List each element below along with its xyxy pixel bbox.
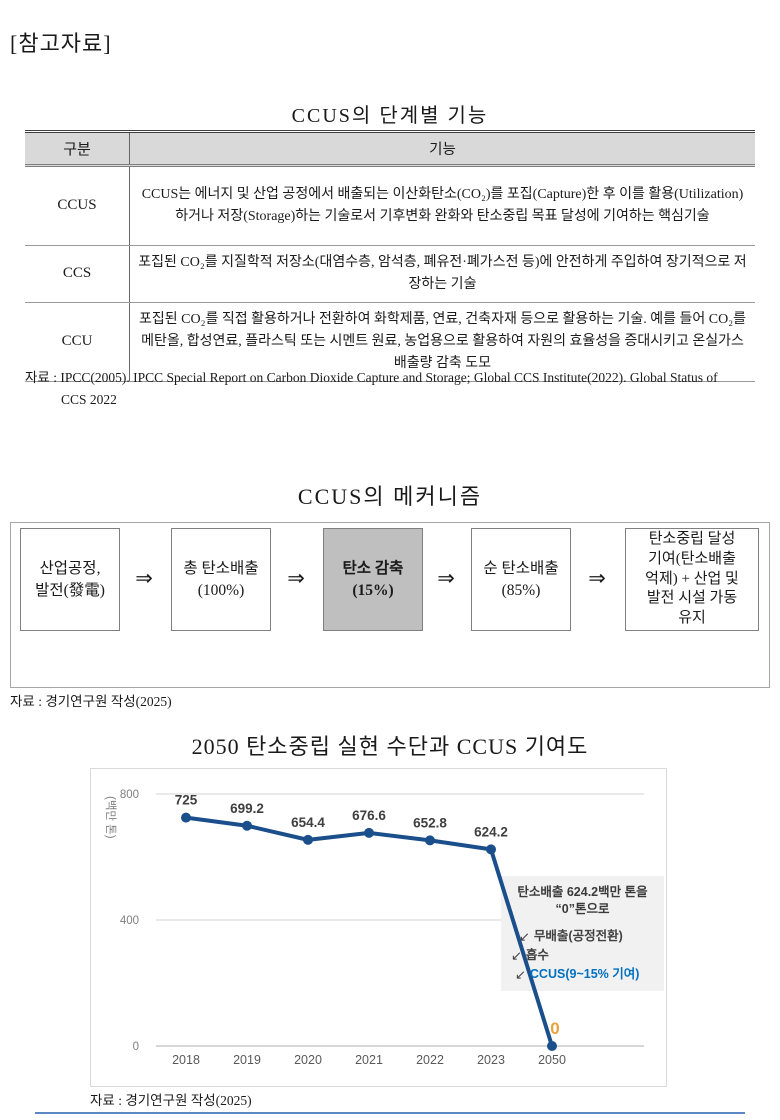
flow-box-total-emission: 총 탄소배출 (100%) [171, 528, 271, 631]
annotation-item-label: 흡수 [525, 948, 549, 962]
table-row: CCUS CCUS는 에너지 및 산업 공정에서 배출되는 이산화탄소(CO₂)… [25, 165, 755, 246]
svg-text:2018: 2018 [172, 1053, 200, 1067]
table-source-line2: CCS 2022 [61, 391, 117, 407]
mechanism-diagram: 산업공정, 발전(發電) ⇒ 총 탄소배출 (100%) ⇒ 탄소 감축 (15… [10, 522, 770, 688]
svg-text:725: 725 [175, 793, 198, 808]
right-arrow-icon: ⇒ [287, 566, 305, 590]
column-header-category: 구분 [25, 130, 130, 167]
flow-box-net-emission: 순 탄소배출 (85%) [471, 528, 571, 631]
row-label: CCS [25, 245, 130, 303]
mechanism-source: 자료 : 경기연구원 작성(2025) [10, 694, 172, 709]
row-label: CCUS [25, 165, 130, 246]
svg-text:2022: 2022 [416, 1053, 444, 1067]
flow-box-carbon-neutral: 탄소중립 달성 기여(탄소배출 억제) + 산업 및 발전 시설 가동 유지 [625, 528, 759, 631]
annotation-item-label: CCUS(9~15% 기여) [529, 967, 640, 981]
chart-title: 2050 탄소중립 실현 수단과 CCUS 기여도 [191, 734, 589, 759]
down-left-arrow-icon: ↙ [511, 948, 522, 963]
annotation-title-line2: “0”톤으로 [555, 902, 610, 916]
svg-text:699.2: 699.2 [230, 801, 264, 816]
svg-text:652.8: 652.8 [413, 815, 447, 830]
right-arrow-icon: ⇒ [135, 566, 153, 590]
y-axis-title: (백만 톤) [104, 796, 116, 839]
chart-source: 자료 : 경기연구원 작성(2025) [90, 1093, 252, 1108]
reference-label: [참고자료] [10, 31, 112, 56]
table-row: CCU 포집된 CO₂를 직접 활용하거나 전환하여 화학제품, 연료, 건축자… [25, 302, 755, 382]
row-desc: 포집된 CO₂를 직접 활용하거나 전환하여 화학제품, 연료, 건축자재 등으… [129, 302, 755, 382]
annotation-item-ccus: ↙ CCUS(9~15% 기여) [515, 965, 664, 984]
svg-text:2020: 2020 [294, 1053, 322, 1067]
svg-text:676.6: 676.6 [352, 808, 386, 823]
row-desc: CCUS는 에너지 및 산업 공정에서 배출되는 이산화탄소(CO₂)를 포집(… [129, 165, 755, 246]
down-left-arrow-icon: ↙ [519, 929, 530, 944]
annotation-item-label: 무배출(공정전환) [533, 929, 623, 943]
table-source-line1: 자료 : IPCC(2005). IPCC Special Report on … [25, 370, 718, 385]
chart-svg: 0 400 800 2018 2019 2020 2021 2022 2023 2050 725 69… [120, 789, 664, 1067]
bottom-divider [35, 1112, 745, 1114]
table-header-row: 구분 기능 [25, 130, 755, 167]
flow-box-carbon-reduction: 탄소 감축 (15%) [323, 528, 423, 631]
chart-area: 0 400 800 2018 2019 2020 2021 2022 2023 2050 725 69… [90, 768, 667, 1087]
svg-text:654.4: 654.4 [291, 815, 325, 830]
row-label: CCU [25, 302, 130, 382]
table-title: CCUS의 단계별 기능 [291, 105, 489, 127]
annotation-item: ↙ 흡수 [511, 946, 664, 965]
svg-text:2050: 2050 [538, 1053, 566, 1067]
svg-text:400: 400 [120, 915, 139, 927]
annotation-item: ↙ 무배출(공정전환) [519, 927, 664, 946]
table-source: 자료 : IPCC(2005). IPCC Special Report on … [25, 367, 718, 410]
svg-text:800: 800 [120, 789, 139, 801]
svg-text:0: 0 [133, 1041, 139, 1053]
right-arrow-icon: ⇒ [588, 566, 606, 590]
svg-text:2021: 2021 [355, 1053, 383, 1067]
svg-text:624.2: 624.2 [474, 824, 508, 839]
annotation-title-line1: 탄소배출 624.2백만 톤을 [517, 885, 648, 899]
function-table: 구분 기능 CCUS CCUS는 에너지 및 산업 공정에서 배출되는 이산화탄… [25, 130, 755, 382]
right-arrow-icon: ⇒ [437, 566, 455, 590]
row-desc: 포집된 CO₂를 지질학적 저장소(대염수층, 암석층, 폐유전·폐가스전 등)… [129, 245, 755, 303]
svg-text:2023: 2023 [477, 1053, 505, 1067]
svg-text:2019: 2019 [233, 1053, 261, 1067]
flow-box-industry: 산업공정, 발전(發電) [20, 528, 120, 631]
annotation-box: 탄소배출 624.2백만 톤을 “0”톤으로 ↙ 무배출(공정전환) ↙ 흡수 … [501, 876, 664, 991]
svg-text:0: 0 [550, 1019, 559, 1038]
annotation-items: ↙ 무배출(공정전환) ↙ 흡수 ↙ CCUS(9~15% 기여) [501, 927, 664, 984]
mechanism-title: CCUS의 메커니즘 [297, 484, 483, 509]
column-header-function: 기능 [129, 130, 755, 167]
down-left-arrow-icon: ↙ [515, 967, 526, 982]
table-row: CCS 포집된 CO₂를 지질학적 저장소(대염수층, 암석층, 폐유전·폐가스… [25, 245, 755, 303]
